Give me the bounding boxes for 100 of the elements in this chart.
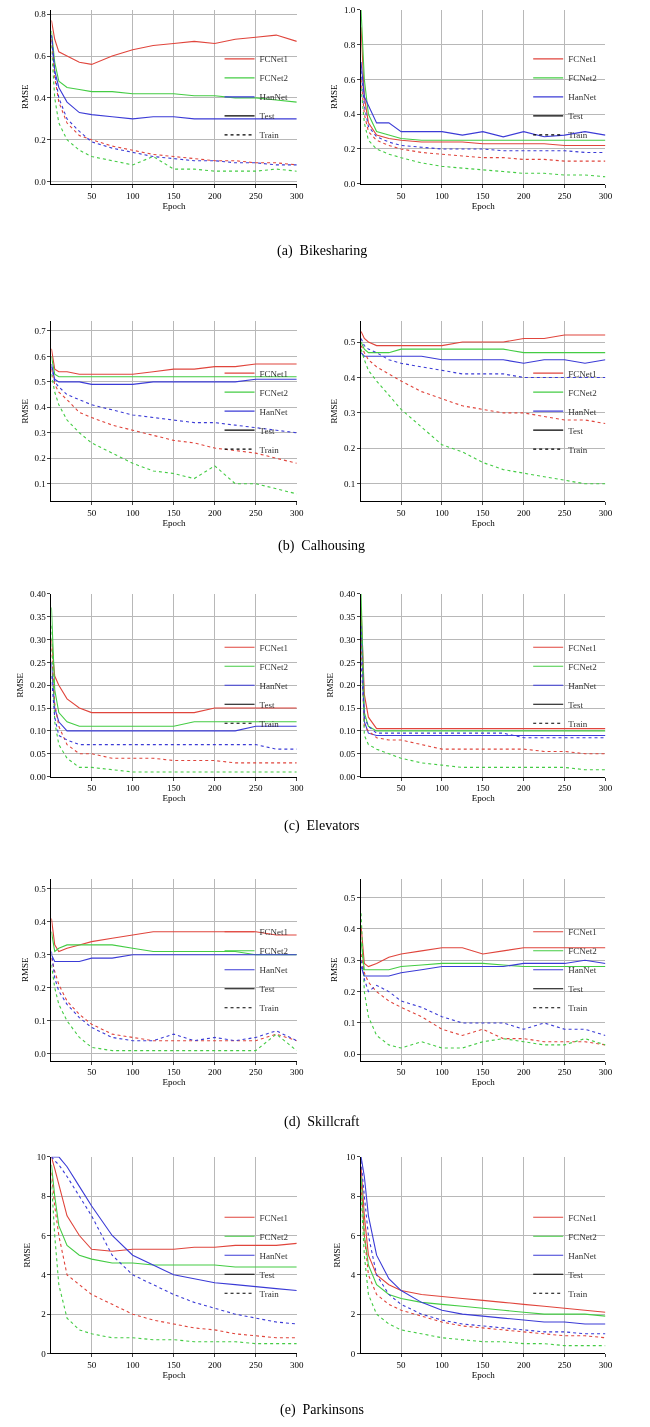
y-tick-label: 0.5 [344,337,356,348]
legend-label: Train [568,718,588,729]
y-tick-label: 0.3 [34,427,47,438]
legend-label: Test [568,1269,584,1280]
y-tick-label: 0.5 [344,892,356,903]
x-tick-label: 150 [166,190,181,201]
x-tick-label: 200 [207,1360,222,1371]
x-tick-label: 250 [248,508,263,519]
legend-label: HanNet [259,680,289,691]
legend-label: Test [259,425,275,436]
x-tick-label: 150 [166,783,181,794]
x-tick-label: 100 [435,190,450,201]
legend-label: Test [568,699,584,710]
y-tick-label: 0.4 [34,402,47,413]
x-tick-label: 100 [435,783,450,794]
x-tick-label: 250 [557,1067,572,1078]
x-axis-title: Epoch [471,793,496,804]
x-tick-label: 100 [435,508,450,519]
x-tick-label: 150 [166,1360,181,1371]
text: (b) Calhousing [278,538,366,554]
line-series [51,348,297,375]
x-tick-label: 200 [516,190,531,201]
y-tick-label: 0.35 [29,611,47,622]
legend-label: Test [568,425,584,436]
y-tick-label: 0.1 [34,1016,46,1027]
legend-label: FCNet1 [568,927,597,938]
x-tick-label: 50 [87,190,97,201]
x-axis-title: Epoch [471,518,496,529]
legend-label: Train [568,1288,588,1299]
y-tick-label: 2 [350,1309,356,1320]
y-tick-label: 0.35 [339,611,356,622]
y-tick-label: 0.1 [344,478,356,489]
y-tick-label: 0.20 [339,680,356,691]
line-series [51,1156,297,1252]
y-tick-label: 0.15 [29,703,47,714]
legend-label: HanNet [568,965,597,976]
legend-label: FCNet1 [259,1212,289,1223]
y-axis-title: RMSE [15,672,26,698]
y-tick-label: 0.4 [34,916,47,927]
x-tick-label: 200 [207,1067,222,1078]
x-axis-title: Epoch [471,200,496,211]
text: (e) Parkinsons [280,1402,364,1418]
y-axis-title: RMSE [329,956,340,982]
legend-label: HanNet [568,92,597,103]
y-tick-label: 0.5 [34,377,47,388]
y-tick-label: 0.2 [34,453,46,464]
y-tick-label: 0.0 [34,1049,47,1060]
y-tick-label: 6 [41,1230,47,1241]
x-tick-label: 250 [557,190,572,201]
y-tick-label: 0.40 [339,588,356,599]
y-tick-label: 2 [41,1309,46,1320]
y-tick-label: 0.8 [34,9,47,20]
y-tick-label: 0.3 [344,955,356,966]
x-tick-label: 250 [248,1360,263,1371]
legend-label: FCNet2 [568,946,597,957]
y-tick-label: 0.2 [34,134,46,145]
text: (a) Bikesharing [277,243,368,259]
x-tick-label: 200 [207,508,222,519]
legend-label: Test [259,1269,275,1280]
legend-label: HanNet [568,1250,597,1261]
x-tick-label: 300 [598,190,613,201]
legend-label: Train [259,1288,280,1299]
x-tick-label: 50 [87,508,97,519]
legend-label: Train [568,444,588,455]
y-tick-label: 0.7 [34,326,47,337]
legend-label: Test [568,111,584,122]
y-tick-label: 0.1 [344,1018,356,1029]
y-tick-label: 0.20 [29,680,47,691]
y-tick-label: 0.2 [344,144,356,155]
x-tick-label: 50 [396,190,407,201]
y-tick-label: 0.1 [34,478,46,489]
y-tick-label: 10 [36,1152,47,1163]
legend-label: Test [259,699,275,710]
y-tick-label: 0.30 [29,634,47,645]
y-tick-label: 0.0 [344,178,356,189]
y-tick-label: 8 [350,1191,356,1202]
y-axis-title: RMSE [19,84,30,110]
legend-label: FCNet1 [568,642,597,653]
x-axis-title: Epoch [471,1077,496,1088]
y-axis-title: RMSE [331,1242,342,1268]
line-series [51,373,297,495]
x-tick-label: 100 [125,1360,140,1371]
y-axis-title: RMSE [21,1242,32,1268]
y-tick-label: 0.6 [34,51,47,62]
x-tick-label: 200 [516,1067,531,1078]
y-tick-label: 0.6 [344,74,356,85]
y-tick-label: 0.8 [344,39,356,50]
y-tick-label: 4 [41,1269,47,1280]
legend-label: FCNet1 [259,54,289,65]
y-axis-title: RMSE [329,84,340,110]
y-tick-label: 0.40 [29,588,47,599]
line-series [361,330,606,347]
y-tick-label: 0.05 [339,748,356,759]
line-series [361,337,606,379]
x-tick-label: 100 [125,508,140,519]
y-tick-label: 0.4 [344,924,356,935]
x-tick-label: 200 [516,783,531,794]
legend-label: FCNet2 [568,1231,597,1242]
x-tick-label: 200 [207,783,222,794]
y-tick-label: 8 [41,1191,47,1202]
